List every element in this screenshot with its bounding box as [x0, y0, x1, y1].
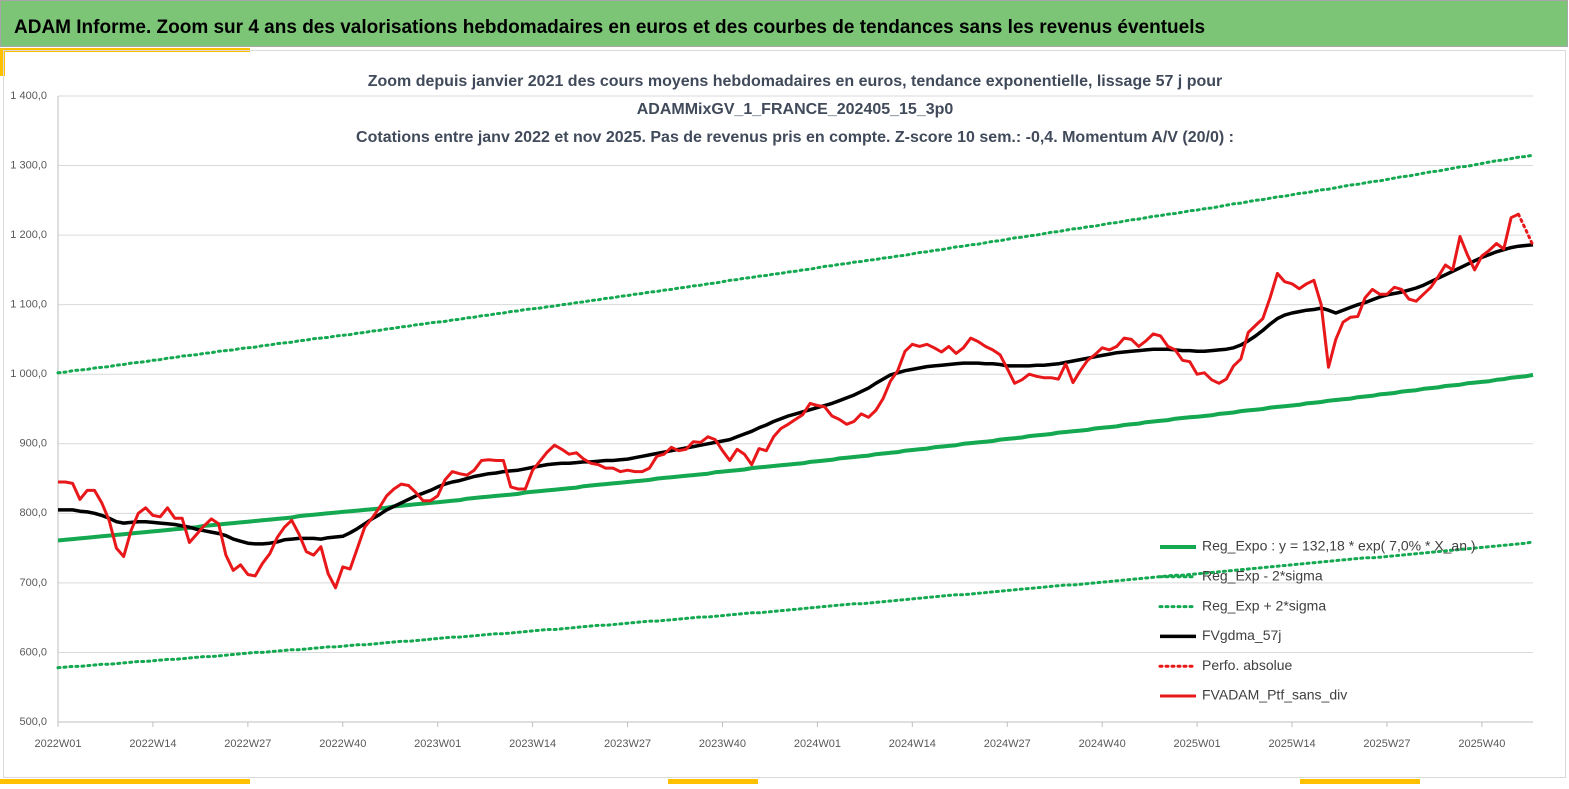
x-tick-label: 2024W01 — [794, 738, 841, 750]
x-tick-label: 2022W40 — [319, 738, 366, 750]
y-tick-label: 900,0 — [19, 438, 47, 450]
x-tick-label: 2025W40 — [1458, 738, 1505, 750]
legend-label: Reg_Exp - 2*sigma — [1202, 568, 1323, 584]
x-tick-label: 2024W14 — [889, 738, 936, 750]
x-tick-label: 2025W01 — [1174, 738, 1221, 750]
x-tick-label: 2022W01 — [34, 738, 81, 750]
x-tick-label: 2024W40 — [1079, 738, 1126, 750]
x-tick-label: 2023W01 — [414, 738, 461, 750]
series-line — [56, 153, 1535, 375]
chart-title: Cotations entre janv 2022 et nov 2025. P… — [356, 129, 1234, 146]
accent — [0, 48, 5, 76]
x-tick-label: 2023W14 — [509, 738, 556, 750]
chart-title: ADAMMixGV_1_FRANCE_202405_15_3p0 — [637, 101, 954, 118]
x-tick-label: 2022W14 — [129, 738, 176, 750]
x-tick-label: 2025W14 — [1268, 738, 1315, 750]
series-line — [58, 212, 1520, 590]
y-tick-label: 1 300,0 — [10, 159, 47, 171]
legend-label: Perfo. absolue — [1202, 657, 1292, 673]
y-tick-label: 800,0 — [19, 507, 47, 519]
accent — [0, 779, 250, 784]
x-tick-label: 2022W27 — [224, 738, 271, 750]
legend-label: FVgdma_57j — [1202, 627, 1281, 643]
x-tick-label: 2024W27 — [984, 738, 1031, 750]
y-tick-label: 1 000,0 — [10, 368, 47, 380]
legend-label: FVADAM_Ptf_sans_div — [1202, 687, 1347, 703]
accent — [1300, 779, 1420, 784]
series-line — [1516, 212, 1535, 247]
series-line — [57, 372, 1534, 543]
x-tick-label: 2023W40 — [699, 738, 746, 750]
y-tick-label: 700,0 — [19, 577, 47, 589]
y-tick-label: 1 400,0 — [10, 90, 47, 102]
legend-label: Reg_Exp + 2*sigma — [1202, 597, 1326, 613]
legend-label: Reg_Expo : y = 132,18 * exp( 7,0% * X_an… — [1202, 538, 1476, 554]
header-bar — [0, 0, 1568, 47]
chart-frame — [3, 50, 1566, 778]
y-tick-label: 600,0 — [19, 646, 47, 658]
y-tick-label: 500,0 — [19, 716, 47, 728]
chart-title: Zoom depuis janvier 2021 des cours moyen… — [368, 73, 1223, 90]
y-tick-label: 1 200,0 — [10, 229, 47, 241]
header-title: ADAM Informe. Zoom sur 4 ans des valoris… — [14, 17, 1205, 38]
series-line — [56, 540, 1535, 670]
accent — [668, 779, 758, 784]
y-tick-label: 1 100,0 — [10, 299, 47, 311]
x-tick-label: 2025W27 — [1363, 738, 1410, 750]
x-tick-label: 2023W27 — [604, 738, 651, 750]
series-line — [58, 243, 1534, 546]
